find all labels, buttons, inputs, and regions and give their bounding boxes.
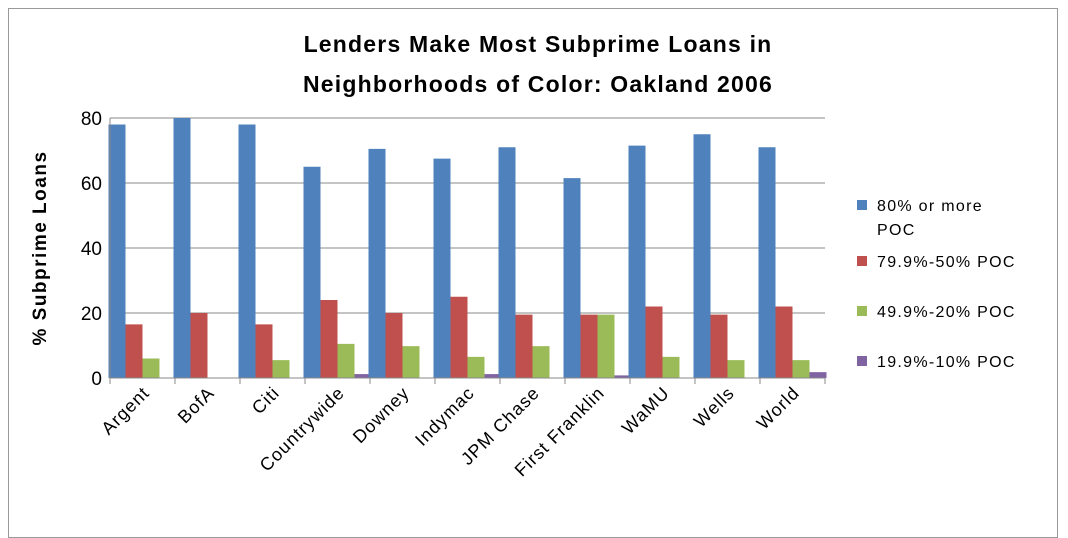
bar — [727, 360, 745, 378]
y-tick-label: 20 — [81, 304, 102, 325]
x-tick-label: Downey — [349, 383, 413, 447]
x-tick-label: Argent — [97, 383, 153, 439]
bar — [580, 314, 598, 378]
bar — [433, 158, 451, 378]
bar — [597, 314, 615, 378]
x-tick-label: Citi — [248, 383, 283, 418]
y-axis-label: % Subprime Loans — [30, 150, 51, 345]
bar — [467, 356, 485, 378]
bar — [758, 147, 776, 378]
bar — [498, 147, 516, 378]
bar — [775, 306, 793, 378]
bar — [125, 324, 143, 378]
x-tick-label: BofA — [174, 383, 219, 428]
bar — [402, 346, 420, 378]
legend-label: 79.9%-50% POC — [877, 254, 1016, 271]
y-tick-label: 80 — [81, 109, 102, 130]
x-tick-label: Indymac — [411, 383, 478, 450]
legend-swatch — [857, 256, 867, 266]
bar — [354, 374, 372, 378]
bar — [272, 360, 290, 378]
bar — [385, 313, 403, 378]
x-tick-label: World — [753, 383, 804, 434]
bar — [809, 372, 827, 378]
bar — [255, 324, 273, 378]
bar — [693, 134, 711, 378]
bar — [662, 356, 680, 378]
bar — [710, 314, 728, 378]
legend-label: 49.9%-20% POC — [877, 304, 1016, 321]
bar — [450, 296, 468, 378]
bar — [532, 346, 550, 378]
legend: 80% or more POC 79.9%-50% POC 49.9%-20% POC… — [857, 198, 1016, 371]
bar — [792, 360, 810, 378]
bar — [368, 148, 386, 378]
legend-label: POC — [877, 222, 916, 239]
bar — [614, 375, 632, 378]
bar — [173, 118, 191, 378]
bar — [238, 124, 256, 378]
y-tick-label: 40 — [81, 239, 102, 260]
y-tick-label: 60 — [81, 174, 102, 195]
legend-label: 19.9%-10% POC — [877, 354, 1016, 371]
bar — [484, 374, 502, 378]
bar — [337, 343, 355, 378]
bar — [515, 314, 533, 378]
x-tick-label: Wells — [690, 383, 739, 432]
legend-label: 80% or more — [877, 198, 983, 215]
bar — [645, 306, 663, 378]
bars — [108, 118, 827, 378]
bar — [303, 166, 321, 378]
bar — [320, 300, 338, 378]
legend-swatch — [857, 356, 867, 366]
y-tick-label: 0 — [91, 369, 102, 390]
bar — [142, 358, 160, 378]
bar — [563, 178, 581, 378]
chart-title-line2: Neighborhoods of Color: Oakland 2006 — [303, 71, 773, 97]
legend-swatch — [857, 306, 867, 316]
chart-title-line1: Lenders Make Most Subprime Loans in — [304, 31, 773, 57]
x-tick-label: WaMU — [618, 383, 673, 438]
bar — [190, 313, 208, 378]
bar — [628, 145, 646, 378]
gridlines — [110, 117, 825, 314]
bar — [108, 124, 126, 378]
legend-swatch — [857, 200, 867, 210]
